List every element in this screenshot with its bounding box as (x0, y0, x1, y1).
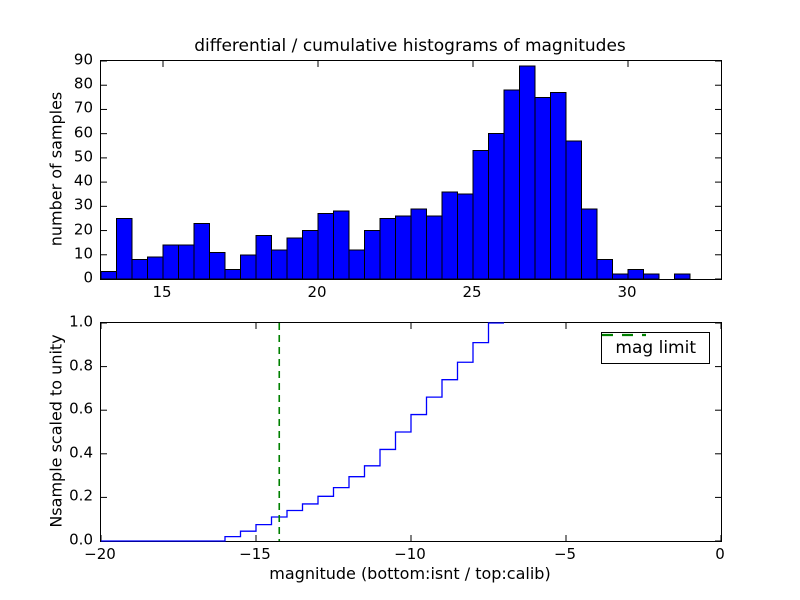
histogram-bar (131, 259, 148, 280)
histogram-bar (209, 251, 226, 280)
tick-label: 70 (73, 98, 93, 117)
histogram-bar (333, 210, 350, 280)
tick-label: −15 (239, 545, 271, 563)
histogram-bar (255, 234, 272, 280)
bottom-ylabel: Nsample scaled to unity (46, 334, 66, 528)
top-ylabel: number of samples (46, 91, 66, 247)
tick-label: 0.8 (69, 356, 93, 375)
histogram-bar (457, 193, 474, 280)
histogram-bar (224, 268, 241, 280)
tick-label: 20 (73, 220, 93, 239)
histogram-bar (503, 89, 520, 280)
legend: mag limit (601, 332, 710, 364)
histogram-bar (674, 273, 691, 280)
tick-label: 60 (73, 123, 93, 142)
histogram-bar (178, 244, 195, 280)
tick-label: −10 (394, 545, 426, 563)
histogram-bar (627, 268, 644, 280)
histogram-bar (240, 254, 257, 280)
tick-label: 25 (462, 283, 482, 301)
tick-label: 90 (73, 50, 93, 69)
tick-label: 0.6 (69, 399, 93, 418)
legend-dash-sample (602, 333, 647, 337)
bottom-plot-svg (100, 322, 722, 542)
histogram-bar (116, 217, 133, 280)
bottom-xlabel: magnitude (bottom:isnt / top:calib) (269, 564, 551, 583)
tick-label: 15 (152, 283, 172, 301)
tick-label: −5 (553, 545, 577, 563)
histogram-bar (596, 259, 613, 280)
plot-title: differential / cumulative histograms of … (194, 36, 626, 56)
histogram-bar (565, 140, 582, 280)
histogram-bar (271, 249, 288, 280)
histogram-bar (348, 249, 365, 280)
histogram-bar (364, 230, 381, 280)
histogram-bar (441, 191, 458, 280)
legend-label: mag limit (615, 338, 696, 358)
tick-label: 0.2 (69, 486, 93, 505)
cumulative-step-line (101, 322, 504, 542)
tick-label: 80 (73, 74, 93, 93)
histogram-bar (302, 230, 319, 280)
histogram-bar (534, 96, 551, 280)
histogram-bar (612, 273, 629, 280)
bottom-axes: mag limit (100, 322, 722, 542)
top-axes (100, 60, 722, 280)
tick-label: 30 (73, 195, 93, 214)
histogram-bar (286, 237, 303, 280)
tick-label: 10 (73, 244, 93, 263)
tick-label: 0.4 (69, 443, 93, 462)
histogram-bar (395, 215, 412, 280)
histogram-bar (100, 271, 117, 280)
histogram-bar (488, 133, 505, 280)
tick-label: 30 (617, 283, 637, 301)
histogram-bar (581, 208, 598, 280)
histogram-bar (426, 215, 443, 280)
tick-label: 50 (73, 147, 93, 166)
tick-label: −20 (84, 545, 116, 563)
tick-label: 0 (83, 268, 93, 287)
histogram-bar (519, 65, 536, 280)
histogram-bar (193, 222, 210, 280)
top-plot-svg (100, 60, 721, 280)
tick-label: 0 (715, 545, 725, 563)
tick-label: 1.0 (69, 312, 93, 331)
histogram-bar (379, 217, 396, 280)
tick-label: 0.0 (69, 530, 93, 549)
histogram-bar (147, 256, 164, 280)
histogram-bar (162, 244, 179, 280)
histogram-bar (317, 213, 334, 280)
histogram-bar (472, 150, 489, 280)
histogram-bar (643, 273, 660, 280)
histogram-bar (410, 208, 427, 280)
tick-label: 40 (73, 171, 93, 190)
histogram-bar (550, 91, 567, 280)
tick-label: 20 (307, 283, 327, 301)
